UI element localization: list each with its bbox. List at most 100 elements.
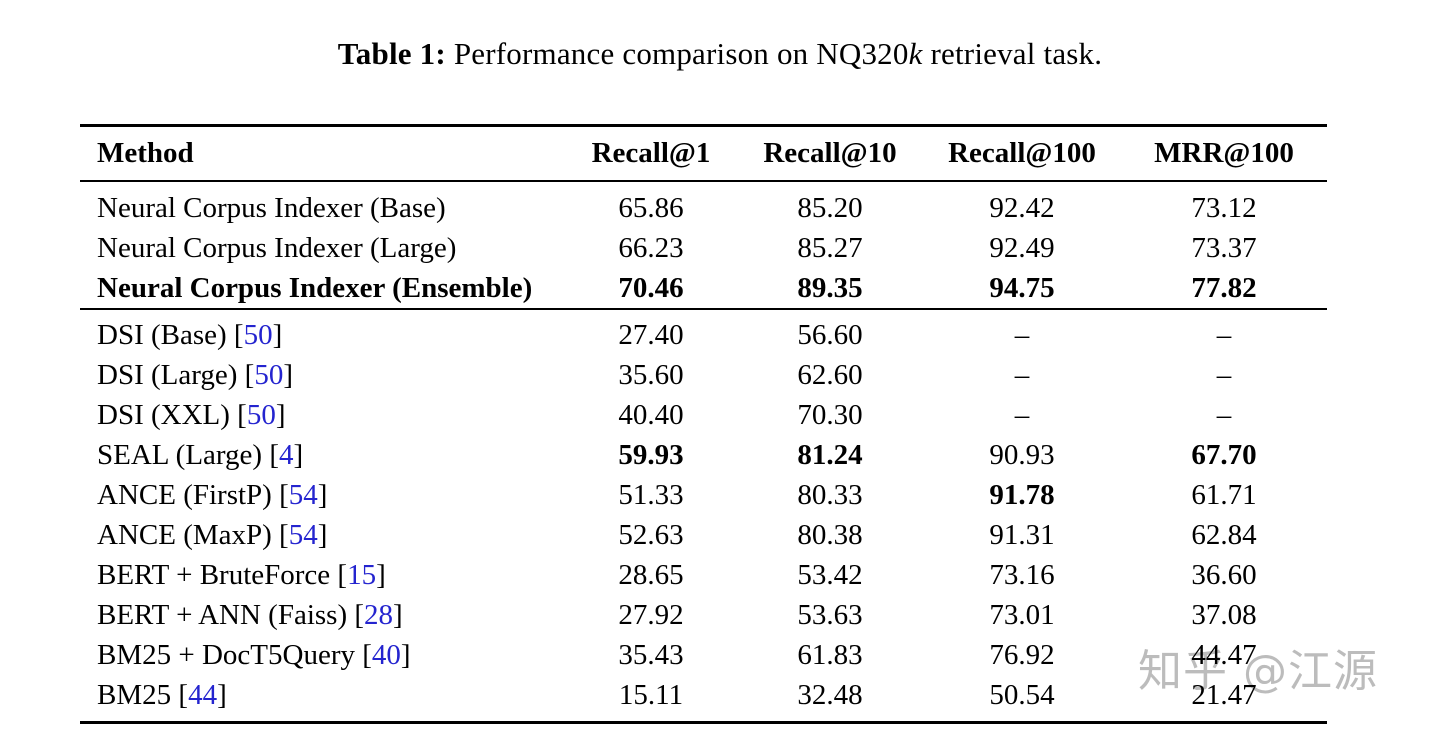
method-cell: BM25 [44] <box>97 678 227 711</box>
value-cell: 91.31 <box>989 518 1055 551</box>
caption-label: Table 1: <box>337 36 446 71</box>
value-cell: – <box>1014 318 1030 351</box>
value-cell: 15.11 <box>618 678 684 711</box>
value-cell: 35.43 <box>618 638 684 671</box>
value-cell: 36.60 <box>1191 558 1257 591</box>
value-cell: 70.46 <box>565 268 737 310</box>
value-cell: 21.47 <box>1191 678 1257 711</box>
table-header: Method Recall@1 Recall@10 Recall@100 MRR… <box>80 125 1327 182</box>
column-header-recall100: Recall@100 <box>923 125 1121 182</box>
value-cell: 92.49 <box>989 231 1055 264</box>
caption-k-variable: k <box>908 36 923 71</box>
results-table: Method Recall@1 Recall@10 Recall@100 MRR… <box>80 124 1327 724</box>
citation-link[interactable]: 54 <box>288 518 318 551</box>
value-cell: 61.71 <box>1191 478 1257 511</box>
value-cell: 73.37 <box>1191 231 1257 264</box>
method-cell: BM25 + DocT5Query [40] <box>97 638 411 671</box>
method-cell: DSI (XXL) [50] <box>97 398 286 431</box>
value-cell: – <box>1014 398 1030 431</box>
value-cell: 32.48 <box>797 678 863 711</box>
caption-tail: retrieval task. <box>922 36 1103 71</box>
value-cell: 50.54 <box>989 678 1055 711</box>
method-cell: Neural Corpus Indexer (Ensemble) <box>80 268 565 310</box>
value-cell: 80.38 <box>797 518 863 551</box>
value-cell: 37.08 <box>1191 598 1257 631</box>
value-cell: 40.40 <box>618 398 684 431</box>
value-cell: 89.35 <box>737 268 923 310</box>
method-cell: BERT + ANN (Faiss) [28] <box>97 598 403 631</box>
citation-link[interactable]: 15 <box>347 558 377 591</box>
value-cell: 56.60 <box>797 318 863 351</box>
value-cell: 73.16 <box>989 558 1055 591</box>
table-row: ANCE (FirstP) [54] 51.33 80.33 91.78 61.71 <box>80 475 1327 515</box>
citation-link[interactable]: 50 <box>254 358 284 391</box>
table-row: DSI (Base) [50] 27.40 56.60 – – <box>80 309 1327 355</box>
value-cell: – <box>1216 318 1232 351</box>
citation-link[interactable]: 28 <box>364 598 394 631</box>
value-cell: 77.82 <box>1121 268 1327 310</box>
value-cell: 27.92 <box>618 598 684 631</box>
method-cell: BERT + BruteForce [15] <box>97 558 386 591</box>
column-header-recall10: Recall@10 <box>737 125 923 182</box>
table-row: BERT + BruteForce [15] 28.65 53.42 73.16 36.… <box>80 555 1327 595</box>
table-row: BM25 + DocT5Query [40] 35.43 61.83 76.92 44.… <box>80 635 1327 675</box>
table-row: Neural Corpus Indexer (Base) 65.86 85.20 92… <box>80 181 1327 228</box>
citation-link[interactable]: 44 <box>188 678 218 711</box>
table-row: ANCE (MaxP) [54] 52.63 80.38 91.31 62.84 <box>80 515 1327 555</box>
table-row: DSI (Large) [50] 35.60 62.60 – – <box>80 355 1327 395</box>
value-cell: 85.20 <box>797 191 863 224</box>
citation-link[interactable]: 50 <box>243 318 273 351</box>
value-cell: 66.23 <box>618 231 684 264</box>
method-cell: Neural Corpus Indexer (Base) <box>97 191 446 224</box>
value-cell: 53.42 <box>797 558 863 591</box>
method-cell: ANCE (FirstP) [54] <box>97 478 328 511</box>
value-cell: 44.47 <box>1191 638 1257 671</box>
column-header-method: Method <box>80 125 565 182</box>
value-cell: – <box>1216 398 1232 431</box>
value-cell: 59.93 <box>618 438 684 471</box>
value-cell: 80.33 <box>797 478 863 511</box>
method-cell: ANCE (MaxP) [54] <box>97 518 328 551</box>
value-cell: 92.42 <box>989 191 1055 224</box>
caption-body: Performance comparison on NQ320 <box>445 36 909 71</box>
value-cell: 81.24 <box>797 438 863 471</box>
table-row: BM25 [44] 15.11 32.48 50.54 21.47 <box>80 675 1327 723</box>
table-row: BERT + ANN (Faiss) [28] 27.92 53.63 73.01 37… <box>80 595 1327 635</box>
value-cell: 94.75 <box>923 268 1121 310</box>
value-cell: 61.83 <box>797 638 863 671</box>
column-header-mrr100: MRR@100 <box>1121 125 1327 182</box>
value-cell: 28.65 <box>618 558 684 591</box>
citation-link[interactable]: 54 <box>288 478 318 511</box>
value-cell: 73.01 <box>989 598 1055 631</box>
table-group-nci: Neural Corpus Indexer (Base) 65.86 85.20 92… <box>80 181 1327 310</box>
value-cell: 35.60 <box>618 358 684 391</box>
value-cell: 76.92 <box>989 638 1055 671</box>
value-cell: 53.63 <box>797 598 863 631</box>
citation-link[interactable]: 40 <box>371 638 401 671</box>
value-cell: 85.27 <box>797 231 863 264</box>
method-cell: Neural Corpus Indexer (Large) <box>97 231 457 264</box>
table-group-baselines: DSI (Base) [50] 27.40 56.60– – DSI (Large) [… <box>80 309 1327 723</box>
value-cell: 73.12 <box>1191 191 1257 224</box>
column-header-recall1: Recall@1 <box>565 125 737 182</box>
value-cell: 65.86 <box>618 191 684 224</box>
method-cell: DSI (Large) [50] <box>97 358 293 391</box>
table-caption: Table 1: Performance comparison on NQ320… <box>0 36 1440 72</box>
value-cell: 70.30 <box>797 398 863 431</box>
table-row: SEAL (Large) [4] 59.93 81.24 90.93 67.70 <box>80 435 1327 475</box>
table-row: DSI (XXL) [50] 40.40 70.30 – – <box>80 395 1327 435</box>
value-cell: 62.60 <box>797 358 863 391</box>
table-row: Neural Corpus Indexer (Large) 66.23 85.27 9… <box>80 228 1327 268</box>
citation-link[interactable]: 50 <box>246 398 276 431</box>
value-cell: 51.33 <box>618 478 684 511</box>
value-cell: 91.78 <box>989 478 1055 511</box>
value-cell: – <box>1014 358 1030 391</box>
method-cell: SEAL (Large) [4] <box>97 438 304 471</box>
value-cell: 52.63 <box>618 518 684 551</box>
value-cell: 67.70 <box>1191 438 1257 471</box>
value-cell: 90.93 <box>989 438 1055 471</box>
citation-link[interactable]: 4 <box>279 438 294 471</box>
value-cell: – <box>1216 358 1232 391</box>
header-row: Method Recall@1 Recall@10 Recall@100 MRR… <box>80 125 1327 182</box>
value-cell: 62.84 <box>1191 518 1257 551</box>
